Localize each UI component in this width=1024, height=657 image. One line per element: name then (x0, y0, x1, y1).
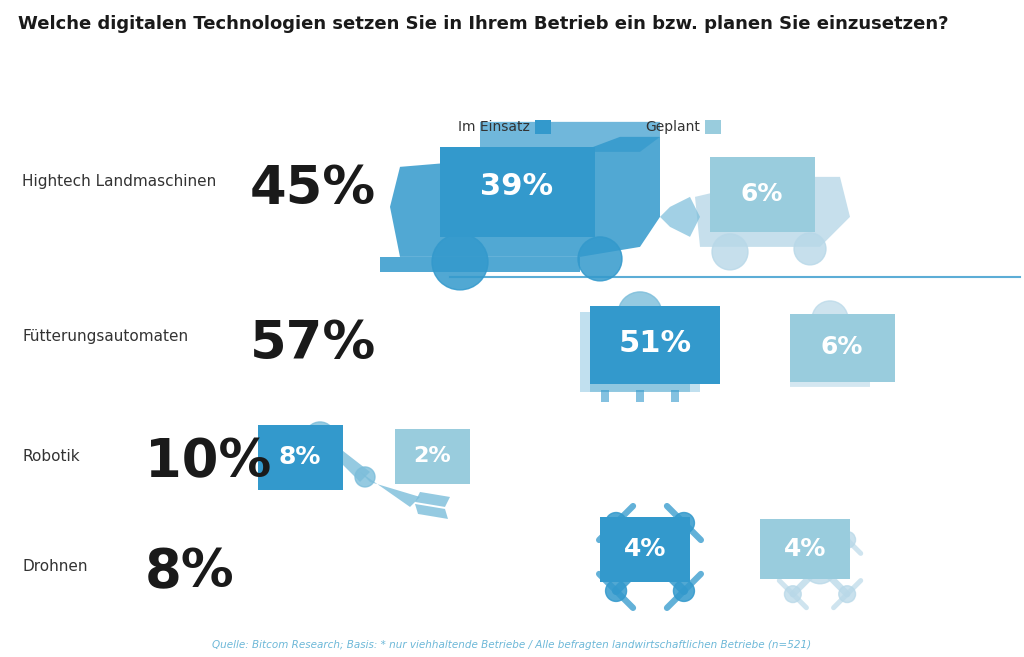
Circle shape (839, 586, 856, 602)
Text: 8%: 8% (145, 546, 234, 598)
FancyBboxPatch shape (710, 157, 815, 232)
Text: 45%: 45% (250, 163, 376, 215)
FancyBboxPatch shape (760, 519, 850, 579)
Circle shape (618, 292, 662, 336)
Text: Im Einsatz: Im Einsatz (458, 120, 530, 134)
Text: Geplant: Geplant (645, 120, 700, 134)
Text: Fütterungsautomaten: Fütterungsautomaten (22, 329, 188, 344)
Polygon shape (480, 122, 660, 152)
Text: 10%: 10% (145, 436, 271, 488)
FancyBboxPatch shape (671, 390, 679, 402)
Circle shape (674, 512, 694, 533)
Text: 2%: 2% (413, 446, 451, 466)
Text: Quelle: Bitcom Research; Basis: * nur viehhaltende Betriebe / Alle befragten lan: Quelle: Bitcom Research; Basis: * nur vi… (212, 640, 812, 650)
Text: Robotik: Robotik (22, 449, 80, 464)
Circle shape (605, 512, 627, 533)
FancyBboxPatch shape (590, 306, 720, 384)
Circle shape (712, 234, 748, 270)
Polygon shape (390, 137, 660, 257)
Circle shape (355, 467, 375, 487)
Circle shape (839, 532, 856, 548)
Circle shape (812, 301, 848, 337)
Polygon shape (315, 437, 370, 482)
FancyBboxPatch shape (790, 314, 895, 382)
Text: 6%: 6% (740, 182, 783, 206)
FancyBboxPatch shape (636, 390, 644, 402)
FancyBboxPatch shape (601, 390, 609, 402)
Polygon shape (695, 177, 850, 247)
Circle shape (605, 580, 627, 601)
Circle shape (674, 580, 694, 601)
Polygon shape (660, 197, 700, 237)
Polygon shape (415, 504, 449, 519)
Text: 39%: 39% (480, 172, 554, 201)
Circle shape (784, 532, 801, 548)
Polygon shape (380, 257, 580, 272)
Circle shape (784, 586, 801, 602)
Polygon shape (360, 472, 420, 507)
FancyBboxPatch shape (535, 120, 551, 134)
Circle shape (803, 550, 837, 584)
Text: Drohnen: Drohnen (22, 560, 87, 574)
Polygon shape (790, 322, 870, 387)
Text: 8%: 8% (279, 445, 322, 469)
Circle shape (432, 234, 488, 290)
Circle shape (794, 233, 826, 265)
Text: 57%: 57% (250, 318, 376, 370)
FancyBboxPatch shape (600, 517, 690, 582)
FancyBboxPatch shape (580, 312, 700, 392)
FancyBboxPatch shape (395, 429, 470, 484)
FancyBboxPatch shape (258, 425, 343, 490)
Text: 51%: 51% (618, 329, 691, 359)
Circle shape (578, 237, 622, 281)
FancyBboxPatch shape (705, 120, 721, 134)
Text: Hightech Landmaschinen: Hightech Landmaschinen (22, 174, 216, 189)
Text: 4%: 4% (783, 537, 826, 561)
Polygon shape (590, 317, 690, 392)
Polygon shape (415, 492, 450, 507)
Text: 6%: 6% (821, 335, 863, 359)
Circle shape (629, 536, 671, 578)
Text: 4%: 4% (624, 537, 667, 561)
Circle shape (305, 422, 335, 452)
FancyBboxPatch shape (440, 147, 595, 237)
Text: Welche digitalen Technologien setzen Sie in Ihrem Betrieb ein bzw. planen Sie ei: Welche digitalen Technologien setzen Sie… (18, 15, 949, 33)
